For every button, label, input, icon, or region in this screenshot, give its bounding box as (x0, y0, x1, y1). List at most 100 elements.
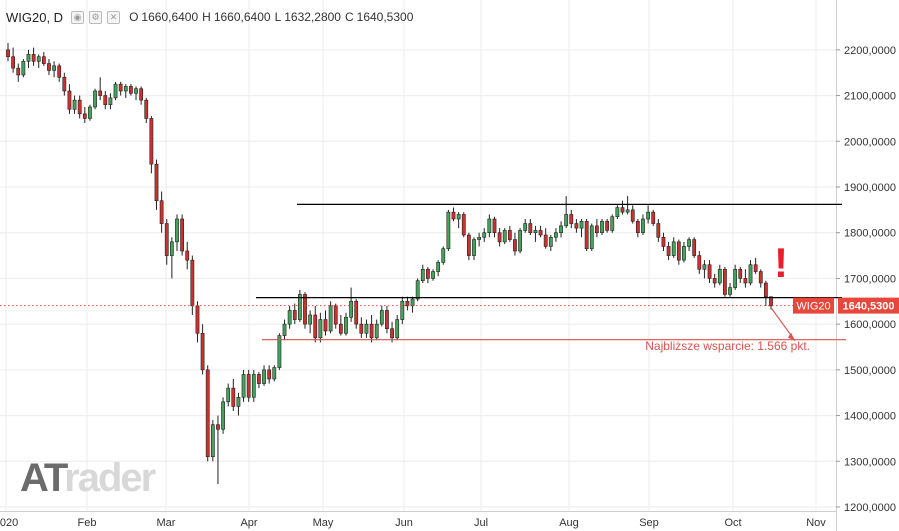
candle-up (579, 220, 584, 229)
candle-up (410, 298, 415, 307)
x-tick-label: Sep (639, 517, 659, 529)
candle-down (303, 294, 307, 325)
candle-up (728, 287, 732, 295)
candle-down (426, 268, 430, 279)
open-value: 1660,6400 (141, 10, 199, 24)
candle-down (620, 207, 625, 213)
candle-down (62, 76, 67, 92)
candle-down (190, 259, 195, 307)
candle-down (6, 49, 10, 58)
candle-up (236, 396, 241, 407)
candle-up (26, 54, 31, 62)
candle-down (267, 369, 272, 380)
candle-up (600, 220, 604, 234)
candle-up (482, 232, 487, 238)
candle-down (574, 223, 579, 229)
candle-down (497, 232, 502, 243)
candle-up (472, 239, 476, 256)
candle-down (103, 95, 108, 106)
candle-down (231, 387, 236, 407)
open-label: O (129, 10, 139, 24)
candle-down (769, 296, 773, 307)
candle-down (129, 86, 133, 94)
x-tick-label: Oct (724, 517, 741, 529)
x-tick-label: Jun (395, 517, 413, 529)
y-axis-panel (836, 0, 899, 531)
arrow-head-icon (788, 332, 795, 341)
high-label: H (202, 10, 211, 24)
candle-up (446, 211, 451, 250)
y-tick-label: 1300,0000 (844, 456, 896, 468)
candle-up (502, 230, 507, 243)
candle-up (436, 262, 441, 272)
x-tick-label: 2020 (0, 517, 18, 529)
logo-part-2: rader (64, 456, 156, 500)
candle-up (210, 424, 215, 458)
candle-down (692, 239, 697, 256)
candle-down (369, 323, 374, 339)
candle-up (641, 218, 645, 234)
candle-down (666, 246, 671, 256)
candle-down (216, 424, 220, 430)
candle-up (733, 268, 738, 288)
candle-up (277, 335, 282, 368)
candles-group (6, 43, 773, 485)
candle-down (763, 282, 768, 298)
candle-up (379, 310, 384, 325)
candle-up (297, 294, 302, 320)
candle-down (205, 369, 210, 458)
candle-down (538, 230, 543, 236)
candle-down (630, 209, 635, 222)
candle-up (431, 271, 435, 279)
candle-down (543, 234, 548, 247)
candle-up (349, 300, 353, 318)
candle-down (405, 300, 410, 307)
candle-down (154, 163, 159, 202)
candle-up (328, 305, 333, 332)
close-icon[interactable]: ✕ (107, 10, 121, 24)
candle-up (625, 209, 630, 213)
candle-up (456, 214, 461, 220)
candle-down (313, 314, 318, 339)
candle-up (221, 401, 225, 430)
candle-up (477, 236, 482, 240)
candle-down (159, 200, 164, 224)
candle-down (385, 310, 389, 330)
candle-up (548, 236, 553, 247)
candle-up (415, 280, 420, 300)
candle-up (702, 264, 707, 270)
candle-down (697, 255, 702, 270)
low-label: L (274, 10, 282, 24)
candle-down (753, 264, 758, 272)
y-tick-label: 1800,0000 (844, 228, 896, 240)
candle-up (682, 246, 686, 261)
candle-up (559, 225, 563, 234)
candle-down (758, 271, 763, 284)
symbol-label[interactable]: WIG20, D (6, 9, 64, 25)
candle-down (584, 220, 589, 250)
candle-up (123, 86, 128, 92)
candle-down (47, 63, 51, 71)
symbol-tag-bg (793, 297, 834, 314)
x-tick-label: May (313, 517, 334, 529)
candle-down (333, 305, 338, 325)
candle-down (676, 241, 681, 261)
candle-up (610, 216, 615, 231)
candle-up (169, 241, 174, 256)
eye-icon[interactable]: ◉ (71, 10, 85, 24)
candle-up (241, 374, 246, 398)
candle-down (661, 236, 666, 247)
candle-up (318, 319, 323, 339)
y-tick-label: 2100,0000 (844, 91, 896, 103)
candle-down (149, 118, 154, 165)
candle-up (671, 241, 676, 256)
candle-down (57, 65, 62, 78)
settings-icon[interactable]: ⚙ (89, 10, 103, 24)
candle-down (354, 300, 359, 325)
candle-down (67, 90, 72, 110)
y-tick-label: 1500,0000 (844, 365, 896, 377)
candle-up (615, 207, 620, 218)
candle-up (554, 232, 558, 238)
